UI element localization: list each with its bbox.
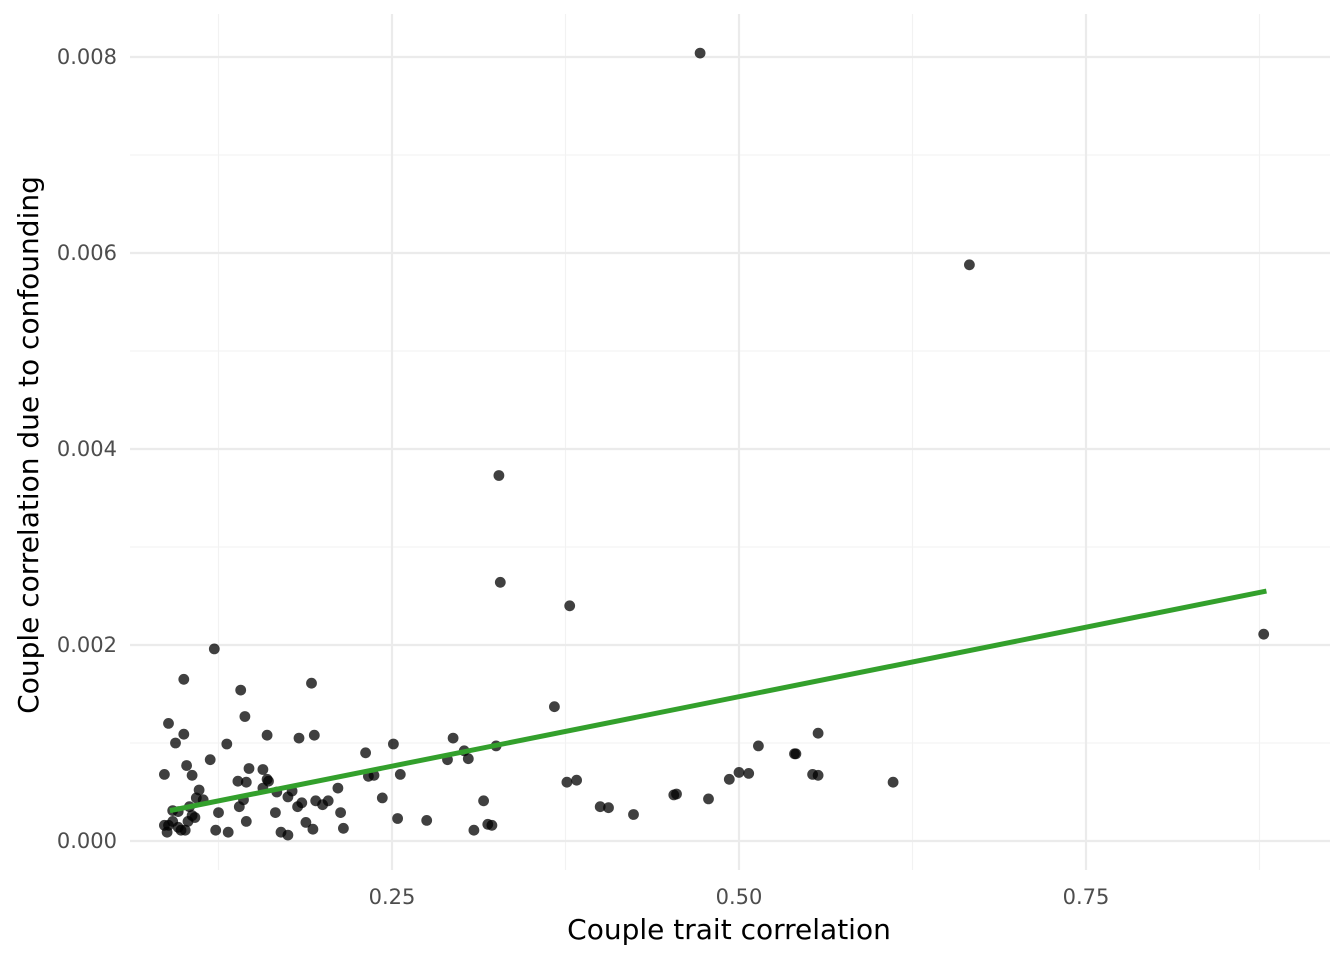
data-point — [753, 740, 764, 752]
data-point — [723, 773, 735, 785]
data-point — [240, 816, 252, 827]
data-point — [494, 576, 506, 588]
data-point — [478, 795, 489, 807]
data-point — [300, 817, 312, 828]
data-point — [307, 823, 319, 835]
data-point — [564, 600, 576, 612]
grid — [130, 14, 1330, 870]
data-point — [335, 807, 346, 818]
trend-line-layer — [169, 588, 1267, 814]
data-point — [360, 747, 371, 759]
x-tick-label: 0.50 — [716, 885, 763, 909]
x-tick-label: 0.75 — [1063, 885, 1110, 909]
data-point — [493, 470, 505, 481]
data-point — [190, 792, 202, 804]
data-point — [462, 753, 474, 765]
data-point — [233, 801, 245, 813]
y-tick-label: 0.004 — [57, 437, 117, 461]
data-point — [671, 788, 682, 800]
data-point — [306, 677, 317, 689]
data-point — [178, 673, 190, 685]
data-point — [703, 793, 714, 805]
data-point — [240, 776, 252, 788]
data-point — [208, 643, 220, 655]
data-point — [338, 822, 349, 834]
data-point — [163, 718, 174, 729]
data-point — [571, 774, 582, 786]
data-point — [421, 815, 433, 826]
y-tick-label: 0.002 — [57, 633, 117, 657]
data-point — [964, 259, 975, 271]
data-point — [178, 728, 190, 740]
data-point — [235, 684, 247, 696]
data-point — [486, 819, 498, 831]
data-point — [213, 807, 224, 818]
data-points — [159, 47, 1270, 841]
data-point — [468, 824, 480, 836]
data-point — [394, 769, 406, 780]
data-point — [332, 782, 344, 794]
data-point — [261, 729, 273, 741]
data-point — [447, 732, 459, 744]
data-point — [694, 47, 706, 59]
data-point — [594, 801, 606, 813]
data-point — [221, 738, 233, 750]
data-point — [561, 776, 573, 788]
y-axis-title: Couple correlation due to confounding — [12, 176, 45, 714]
data-point — [322, 795, 334, 807]
data-point — [308, 729, 320, 741]
data-point — [182, 816, 194, 827]
data-point — [392, 813, 403, 824]
data-point — [388, 738, 399, 750]
x-tick-label: 0.25 — [369, 885, 416, 909]
data-point — [376, 792, 388, 804]
y-tick-label: 0.008 — [57, 45, 117, 69]
data-point — [243, 763, 255, 774]
data-point — [270, 807, 281, 818]
data-point — [733, 767, 745, 778]
data-point — [812, 769, 824, 781]
data-point — [161, 826, 173, 838]
data-point — [181, 760, 193, 771]
data-point — [743, 768, 755, 779]
x-axis-title: Couple trait correlation — [567, 913, 891, 946]
tick-labels: 0.25 0.50 0.75 0.000 0.002 0.004 0.006 0.008 — [57, 45, 1110, 909]
data-point — [186, 769, 198, 781]
data-point — [790, 748, 802, 760]
data-point — [549, 701, 560, 713]
data-point — [887, 776, 899, 788]
data-point — [628, 809, 639, 820]
data-point — [222, 826, 234, 838]
data-point — [170, 737, 181, 749]
data-point — [239, 711, 251, 722]
data-point — [159, 769, 170, 780]
data-point — [210, 824, 222, 836]
data-point — [282, 829, 294, 841]
data-point — [1258, 628, 1270, 640]
data-point — [292, 801, 303, 813]
y-tick-label: 0.000 — [57, 829, 117, 853]
trend-line — [169, 588, 1267, 814]
data-point — [282, 791, 294, 803]
data-point — [293, 732, 305, 744]
y-tick-label: 0.006 — [57, 241, 117, 265]
data-point — [603, 802, 614, 814]
data-point — [257, 764, 269, 775]
data-point — [179, 824, 191, 836]
data-point — [812, 727, 824, 739]
data-point — [204, 754, 216, 766]
data-point — [232, 775, 244, 787]
